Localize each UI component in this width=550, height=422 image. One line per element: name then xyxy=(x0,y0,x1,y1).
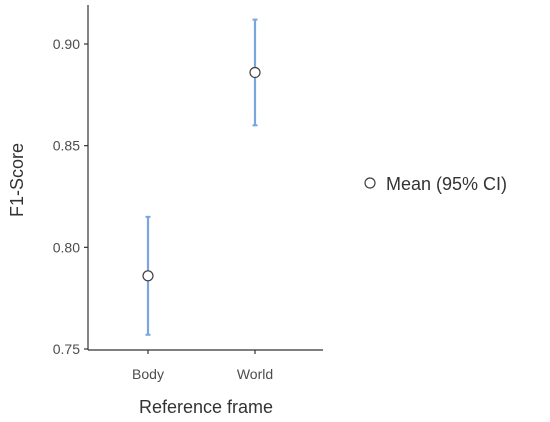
axes xyxy=(87,5,323,351)
mean-point xyxy=(249,66,261,79)
y-tick-label: 0.80 xyxy=(53,239,80,255)
x-tick-label: World xyxy=(237,366,273,382)
x-axis-title: Reference frame xyxy=(139,397,273,417)
y-ticks: 0.75 0.80 0.85 0.90 xyxy=(53,36,88,357)
x-tick-label: Body xyxy=(132,366,164,382)
legend: Mean (95% CI) xyxy=(364,174,507,194)
mean-points xyxy=(142,66,261,282)
y-tick-label: 0.85 xyxy=(53,138,80,154)
y-axis-title: F1-Score xyxy=(7,143,27,217)
mean-point xyxy=(142,270,154,282)
y-tick-label: 0.90 xyxy=(53,36,80,52)
legend-label: Mean (95% CI) xyxy=(386,174,507,194)
error-bars xyxy=(145,18,258,336)
legend-marker-icon xyxy=(364,177,376,189)
y-tick-label: 0.75 xyxy=(53,341,80,357)
x-ticks: Body World xyxy=(132,350,273,382)
